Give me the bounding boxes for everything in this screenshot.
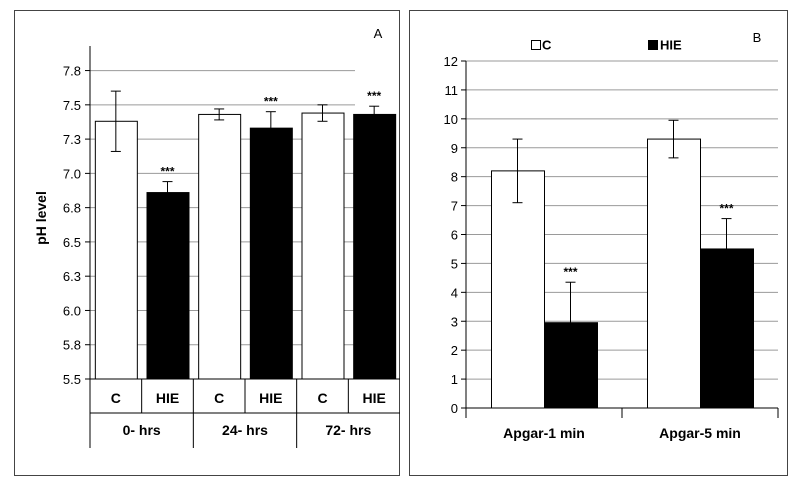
- bar: [353, 113, 397, 380]
- significance-label: ***: [367, 89, 381, 103]
- x-tick-label: Apgar-5 min: [659, 425, 741, 441]
- y-tick-label: 7: [451, 199, 458, 214]
- panel-a-frame: [14, 10, 400, 476]
- x-tick-label: C: [214, 390, 224, 406]
- panel-b-frame: [409, 10, 788, 476]
- significance-label: ***: [563, 265, 577, 279]
- y-tick-label: 7.5: [63, 98, 81, 113]
- legend-swatch-c: [531, 40, 541, 50]
- panel-a-y-axis-title: pH level: [33, 191, 49, 245]
- x-tick-label: HIE: [362, 390, 385, 406]
- x-group-label: 0- hrs: [123, 422, 161, 438]
- bar: [301, 112, 345, 380]
- y-tick-label: 2: [451, 343, 458, 358]
- y-tick-label: 6: [451, 228, 458, 243]
- y-tick-label: 10: [444, 112, 458, 127]
- bar: [94, 120, 138, 380]
- bar: [491, 170, 545, 409]
- panel-b-x-tick-labels: Apgar-1 min Apgar-5 min: [503, 425, 741, 441]
- y-tick-label: 3: [451, 314, 458, 329]
- bar: [198, 113, 242, 380]
- panel-a-y-tick-labels: 5.5 5.8 6.0 6.3 6.5 6.8 7.0 7.3 7.5 7.8: [63, 64, 90, 387]
- y-tick-label: 7.8: [63, 64, 81, 79]
- panel-a-x-tick-labels: C HIE C HIE C HIE 0- hrs 24- hrs 72- hrs: [111, 390, 386, 438]
- panel-a-significance-labels: *** *** ***: [160, 89, 381, 178]
- y-tick-label: 1: [451, 372, 458, 387]
- y-tick-label: 4: [451, 285, 458, 300]
- panel-b-bars: [491, 138, 754, 409]
- y-tick-label: 5: [451, 256, 458, 271]
- x-tick-label: C: [317, 390, 327, 406]
- panel-b-label: B: [753, 30, 762, 45]
- legend-label-hie: HIE: [660, 38, 682, 53]
- legend-label-c: C: [542, 38, 552, 53]
- y-tick-label: 8: [451, 170, 458, 185]
- y-tick-label: 6.0: [63, 303, 81, 318]
- x-tick-label: C: [111, 390, 121, 406]
- x-group-label: 72- hrs: [325, 422, 371, 438]
- x-tick-label: HIE: [156, 390, 179, 406]
- panel-b-axes: [465, 61, 779, 418]
- y-tick-label: 6.5: [63, 235, 81, 250]
- y-tick-label: 11: [445, 83, 459, 98]
- panel-a-axes: [89, 46, 400, 448]
- significance-label: ***: [264, 95, 278, 109]
- y-tick-label: 6.8: [63, 201, 81, 216]
- y-tick-label: 12: [444, 54, 458, 69]
- panel-b-significance-labels: *** ***: [563, 202, 733, 280]
- panel-b-legend: C HIE: [531, 38, 682, 53]
- y-tick-label: 7.0: [63, 166, 81, 181]
- x-group-label: 24- hrs: [222, 422, 268, 438]
- panel-a-bars: [94, 112, 397, 380]
- y-tick-label: 6.3: [63, 269, 81, 284]
- legend-swatch-hie: [648, 40, 658, 50]
- panel-a-label: A: [374, 26, 383, 41]
- bar: [146, 192, 190, 380]
- y-tick-label: 5.8: [63, 338, 81, 353]
- y-tick-label: 9: [451, 141, 458, 156]
- x-tick-label: HIE: [259, 390, 282, 406]
- y-tick-label: 7.3: [63, 132, 81, 147]
- panel-a-error-bars: [110, 90, 380, 205]
- bar: [249, 127, 293, 380]
- bar: [647, 138, 701, 409]
- y-tick-label: 5.5: [63, 372, 81, 387]
- significance-label: ***: [160, 165, 174, 179]
- x-tick-label: Apgar-1 min: [503, 425, 585, 441]
- significance-label: ***: [719, 202, 733, 216]
- y-tick-label: 0: [451, 401, 458, 416]
- panel-b-error-bars: [512, 119, 732, 364]
